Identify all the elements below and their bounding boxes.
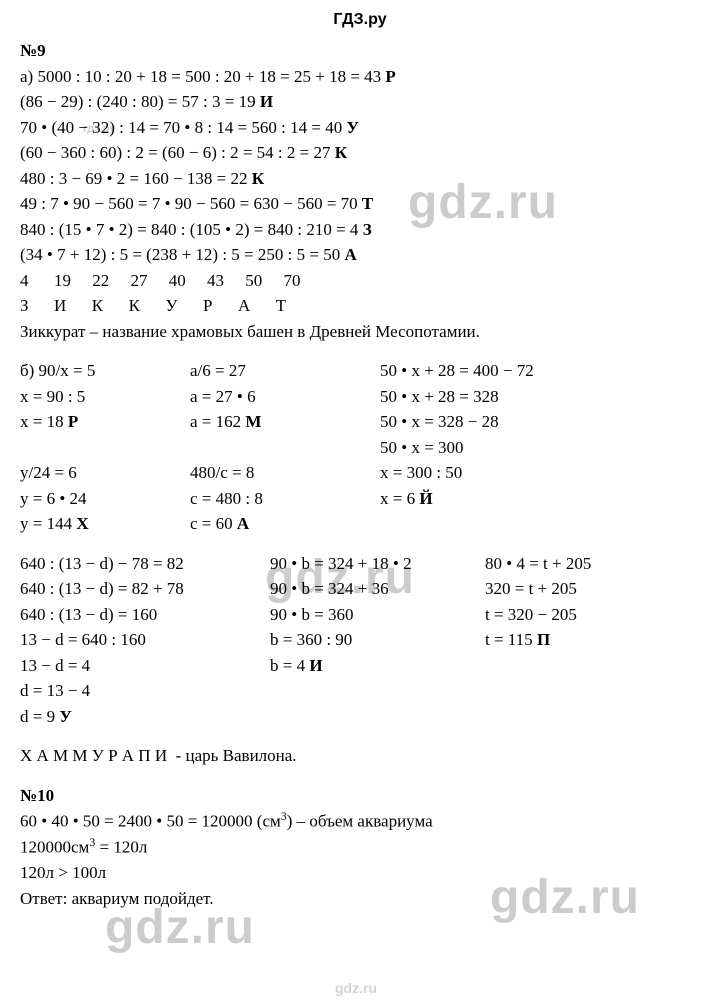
text: = 120л: [95, 838, 147, 857]
result-letter: З: [363, 220, 372, 239]
eq-line: 90 • b = 360: [270, 602, 485, 628]
eq-line: a = 162 М: [190, 409, 380, 435]
eq-line: 640 : (13 − d) = 82 + 78: [20, 576, 270, 602]
text: y = 144: [20, 514, 76, 533]
page-content: ГДЗ.ру №9 а) 5000 : 10 : 20 + 18 = 500 :…: [0, 0, 720, 911]
eq-line: 90 • b = 324 + 18 • 2: [270, 551, 485, 577]
task10-line: 120л > 100л: [20, 860, 700, 886]
result-letter: И: [260, 92, 273, 111]
eq-line: y = 6 • 24: [20, 486, 190, 512]
eq-line: x = 90 : 5: [20, 384, 190, 410]
eq-line: t = 115 П: [485, 627, 591, 653]
site-header: ГДЗ.ру: [20, 8, 700, 32]
text: (60 − 360 : 60) : 2 = (60 − 6) : 2 = 54 …: [20, 143, 335, 162]
eq-line: 50 • x + 28 = 328: [380, 384, 534, 410]
text: ) – объем аквариума: [287, 812, 433, 831]
eq-line: 640 : (13 − d) = 160: [20, 602, 270, 628]
task9a-line: 480 : 3 − 69 • 2 = 160 − 138 = 22 К: [20, 166, 700, 192]
text: d = 9: [20, 707, 59, 726]
result-letter: И: [309, 656, 322, 675]
eq-line: x = 18 Р: [20, 409, 190, 435]
eq-line: 480/c = 8: [190, 460, 380, 486]
result-letter: У: [59, 707, 71, 726]
result-letter: У: [347, 118, 359, 137]
eq-line: c = 60 А: [190, 511, 380, 537]
result-letter: Й: [419, 489, 432, 508]
result-letter: М: [245, 412, 261, 431]
task10-line: 60 • 40 • 50 = 2400 • 50 = 120000 (см3) …: [20, 808, 700, 834]
task9b-top-columns: б) 90/x = 5 x = 90 : 5 x = 18 Р y/24 = 6…: [20, 358, 700, 537]
watermark-footer: gdz.ru: [335, 980, 377, 996]
task9b-bottom-columns: 640 : (13 − d) − 78 = 82 640 : (13 − d) …: [20, 551, 700, 730]
eq-line: 13 − d = 4: [20, 653, 270, 679]
task9b-answer: Х А М М У Р А П И - царь Вавилона.: [20, 743, 700, 769]
eq-line: x = 300 : 50: [380, 460, 534, 486]
eq-line: 80 • 4 = t + 205: [485, 551, 591, 577]
text: (86 − 29) : (240 : 80) = 57 : 3 = 19: [20, 92, 260, 111]
eq-line: c = 480 : 8: [190, 486, 380, 512]
text: x = 18: [20, 412, 68, 431]
task9a-description: Зиккурат – название храмовых башен в Дре…: [20, 319, 700, 345]
eq-line: 50 • x + 28 = 400 − 72: [380, 358, 534, 384]
result-letter: Р: [385, 67, 395, 86]
task9a-line: (86 − 29) : (240 : 80) = 57 : 3 = 19 И: [20, 89, 700, 115]
eq-line: d = 13 − 4: [20, 678, 270, 704]
task9a-numbers-row: 4 19 22 27 40 43 50 70: [20, 268, 700, 294]
eq-line: б) 90/x = 5: [20, 358, 190, 384]
text: 120000см: [20, 838, 89, 857]
text: 60 • 40 • 50 = 2400 • 50 = 120000 (см: [20, 812, 281, 831]
eq-line: b = 4 И: [270, 653, 485, 679]
task9a-line: (60 − 360 : 60) : 2 = (60 − 6) : 2 = 54 …: [20, 140, 700, 166]
task9a-letters-row: З И К К У Р А Т: [20, 293, 700, 319]
result-letter: К: [252, 169, 264, 188]
task9a-line: а) 5000 : 10 : 20 + 18 = 500 : 20 + 18 =…: [20, 64, 700, 90]
result-letter: Х: [76, 514, 88, 533]
result-letter: П: [537, 630, 550, 649]
eq-line: 320 = t + 205: [485, 576, 591, 602]
eq-line: 640 : (13 − d) − 78 = 82: [20, 551, 270, 577]
result-letter: К: [335, 143, 347, 162]
text: c = 60: [190, 514, 237, 533]
eq-line: 50 • x = 300: [380, 435, 534, 461]
text: (34 • 7 + 12) : 5 = (238 + 12) : 5 = 250…: [20, 245, 344, 264]
result-letter: А: [237, 514, 249, 533]
text: a = 162: [190, 412, 245, 431]
task9a-line: 70 • (40 − 32) : 14 = 70 • 8 : 14 = 560 …: [20, 115, 700, 141]
task10-line: 120000см3 = 120л: [20, 834, 700, 860]
eq-line: t = 320 − 205: [485, 602, 591, 628]
result-letter: А: [344, 245, 356, 264]
task9a-line: 840 : (15 • 7 • 2) = 840 : (105 • 2) = 8…: [20, 217, 700, 243]
result-letter: Р: [68, 412, 78, 431]
text: t = 115: [485, 630, 537, 649]
text: 70 • (40 − 32) : 14 = 70 • 8 : 14 = 560 …: [20, 118, 347, 137]
text: 49 : 7 • 90 − 560 = 7 • 90 − 560 = 630 −…: [20, 194, 362, 213]
eq-line: a/6 = 27: [190, 358, 380, 384]
text: b = 4: [270, 656, 309, 675]
eq-line: 90 • b = 324 + 36: [270, 576, 485, 602]
eq-line: 13 − d = 640 : 160: [20, 627, 270, 653]
eq-line: x = 6 Й: [380, 486, 534, 512]
task-9-number: №9: [20, 38, 700, 64]
task9a-line: (34 • 7 + 12) : 5 = (238 + 12) : 5 = 250…: [20, 242, 700, 268]
eq-line: 50 • x = 328 − 28: [380, 409, 534, 435]
task10-answer: Ответ: аквариум подойдет.: [20, 886, 700, 912]
result-letter: Т: [362, 194, 373, 213]
eq-line: d = 9 У: [20, 704, 270, 730]
eq-line: a = 27 • 6: [190, 384, 380, 410]
task9a-line: 49 : 7 • 90 − 560 = 7 • 90 − 560 = 630 −…: [20, 191, 700, 217]
text: 480 : 3 − 69 • 2 = 160 − 138 = 22: [20, 169, 252, 188]
text: x = 6: [380, 489, 419, 508]
eq-line: y = 144 Х: [20, 511, 190, 537]
text: а) 5000 : 10 : 20 + 18 = 500 : 20 + 18 =…: [20, 67, 385, 86]
eq-line: y/24 = 6: [20, 460, 190, 486]
text: 840 : (15 • 7 • 2) = 840 : (105 • 2) = 8…: [20, 220, 363, 239]
eq-line: b = 360 : 90: [270, 627, 485, 653]
task-10-number: №10: [20, 783, 700, 809]
